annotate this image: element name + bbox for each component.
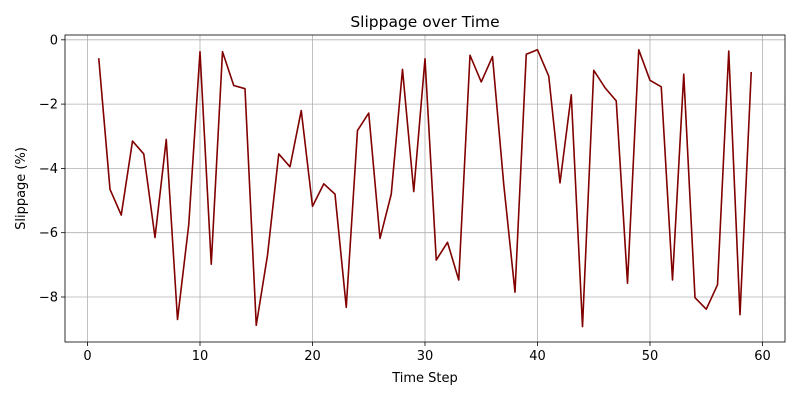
data-point [491,55,493,57]
data-point [233,84,235,86]
data-point [671,279,673,281]
data-point [154,236,156,238]
chart-title: Slippage over Time [350,13,499,31]
data-point [660,86,662,88]
data-point [615,100,617,102]
x-tick-label: 50 [642,349,659,364]
data-point [266,254,268,256]
data-point [548,75,550,77]
data-point [649,79,651,81]
data-point [210,263,212,265]
data-point [244,87,246,89]
data-point [559,182,561,184]
x-tick-label: 30 [417,349,434,364]
data-point [98,57,100,59]
data-point [514,291,516,293]
y-tick-label: −2 [39,98,58,113]
data-point [446,241,448,243]
data-point [480,81,482,83]
data-point [694,296,696,298]
x-tick-label: 60 [754,349,771,364]
data-point [221,51,223,53]
data-point [469,54,471,56]
data-point [503,183,505,185]
y-tick-label: 0 [50,33,58,48]
data-point [728,50,730,52]
y-tick-label: −8 [39,290,58,305]
grid-lines [65,35,785,342]
data-point [683,73,685,75]
data-point [525,53,527,55]
data-point [165,138,167,140]
data-point [368,112,370,114]
data-point [379,237,381,239]
data-point [705,308,707,310]
data-point [131,140,133,142]
data-point [390,193,392,195]
data-point [458,279,460,281]
data-point [638,49,640,51]
x-tick-label: 40 [529,349,546,364]
data-point [401,68,403,70]
data-point [536,49,538,51]
data-point [413,190,415,192]
data-point [109,188,111,190]
x-axis-ticks: 0 10 20 30 40 50 60 [83,342,771,364]
data-point [626,282,628,284]
data-point [188,223,190,225]
data-point [424,58,426,60]
data-point [334,193,336,195]
data-point [199,51,201,53]
y-axis-label: Slippage (%) [14,147,29,230]
y-tick-label: −4 [39,162,58,177]
data-point [345,306,347,308]
data-point [289,166,291,168]
data-point [255,324,257,326]
data-point [435,259,437,261]
y-axis-ticks: 0 −2 −4 −6 −8 [39,33,65,305]
x-axis-label: Time Step [391,371,458,386]
data-point [716,284,718,286]
x-tick-label: 20 [304,349,321,364]
data-point [750,71,752,73]
data-point [143,153,145,155]
data-point [176,318,178,320]
x-tick-label: 0 [83,349,91,364]
data-point [120,214,122,216]
data-point [356,129,358,131]
data-point [323,183,325,185]
data-point [581,325,583,327]
data-point [570,94,572,96]
series-line [97,48,753,328]
data-point [604,87,606,89]
x-tick-label: 10 [192,349,209,364]
y-tick-label: −6 [39,226,58,241]
data-point [311,205,313,207]
data-point [593,69,595,71]
data-point [739,313,741,315]
data-point [300,109,302,111]
series-layer [97,48,753,328]
data-point [278,153,280,155]
